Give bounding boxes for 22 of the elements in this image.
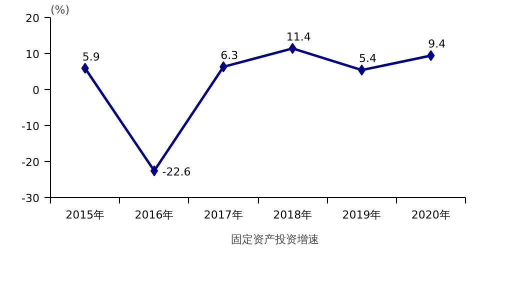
y-tick-label: 10 [26,48,40,61]
data-label: -22.6 [162,165,191,178]
y-tick-label: -20 [22,156,40,169]
data-label: 11.4 [286,30,311,44]
x-tick-label: 2018年 [273,208,312,222]
x-tick-label: 2017年 [204,208,243,222]
data-label: 5.9 [82,50,100,64]
y-tick-label: 0 [32,84,40,97]
x-tick-label: 2016年 [134,208,174,222]
x-tick-label: 2020年 [411,208,450,222]
y-axis-title: (%) [50,4,70,16]
text: 固定资产投资增速 [231,232,319,246]
data-label: 5.4 [359,52,377,66]
data-label: 6.3 [220,48,238,62]
point [150,165,158,176]
x-tick-label: 2019年 [342,208,382,222]
y-tick-label: -10 [22,120,40,133]
x-tick-label: 2015年 [66,208,105,222]
y-tick-label: -30 [22,192,40,205]
data-label: 9.4 [428,38,446,51]
point [358,64,366,76]
y-tick-label: 20 [26,12,40,25]
